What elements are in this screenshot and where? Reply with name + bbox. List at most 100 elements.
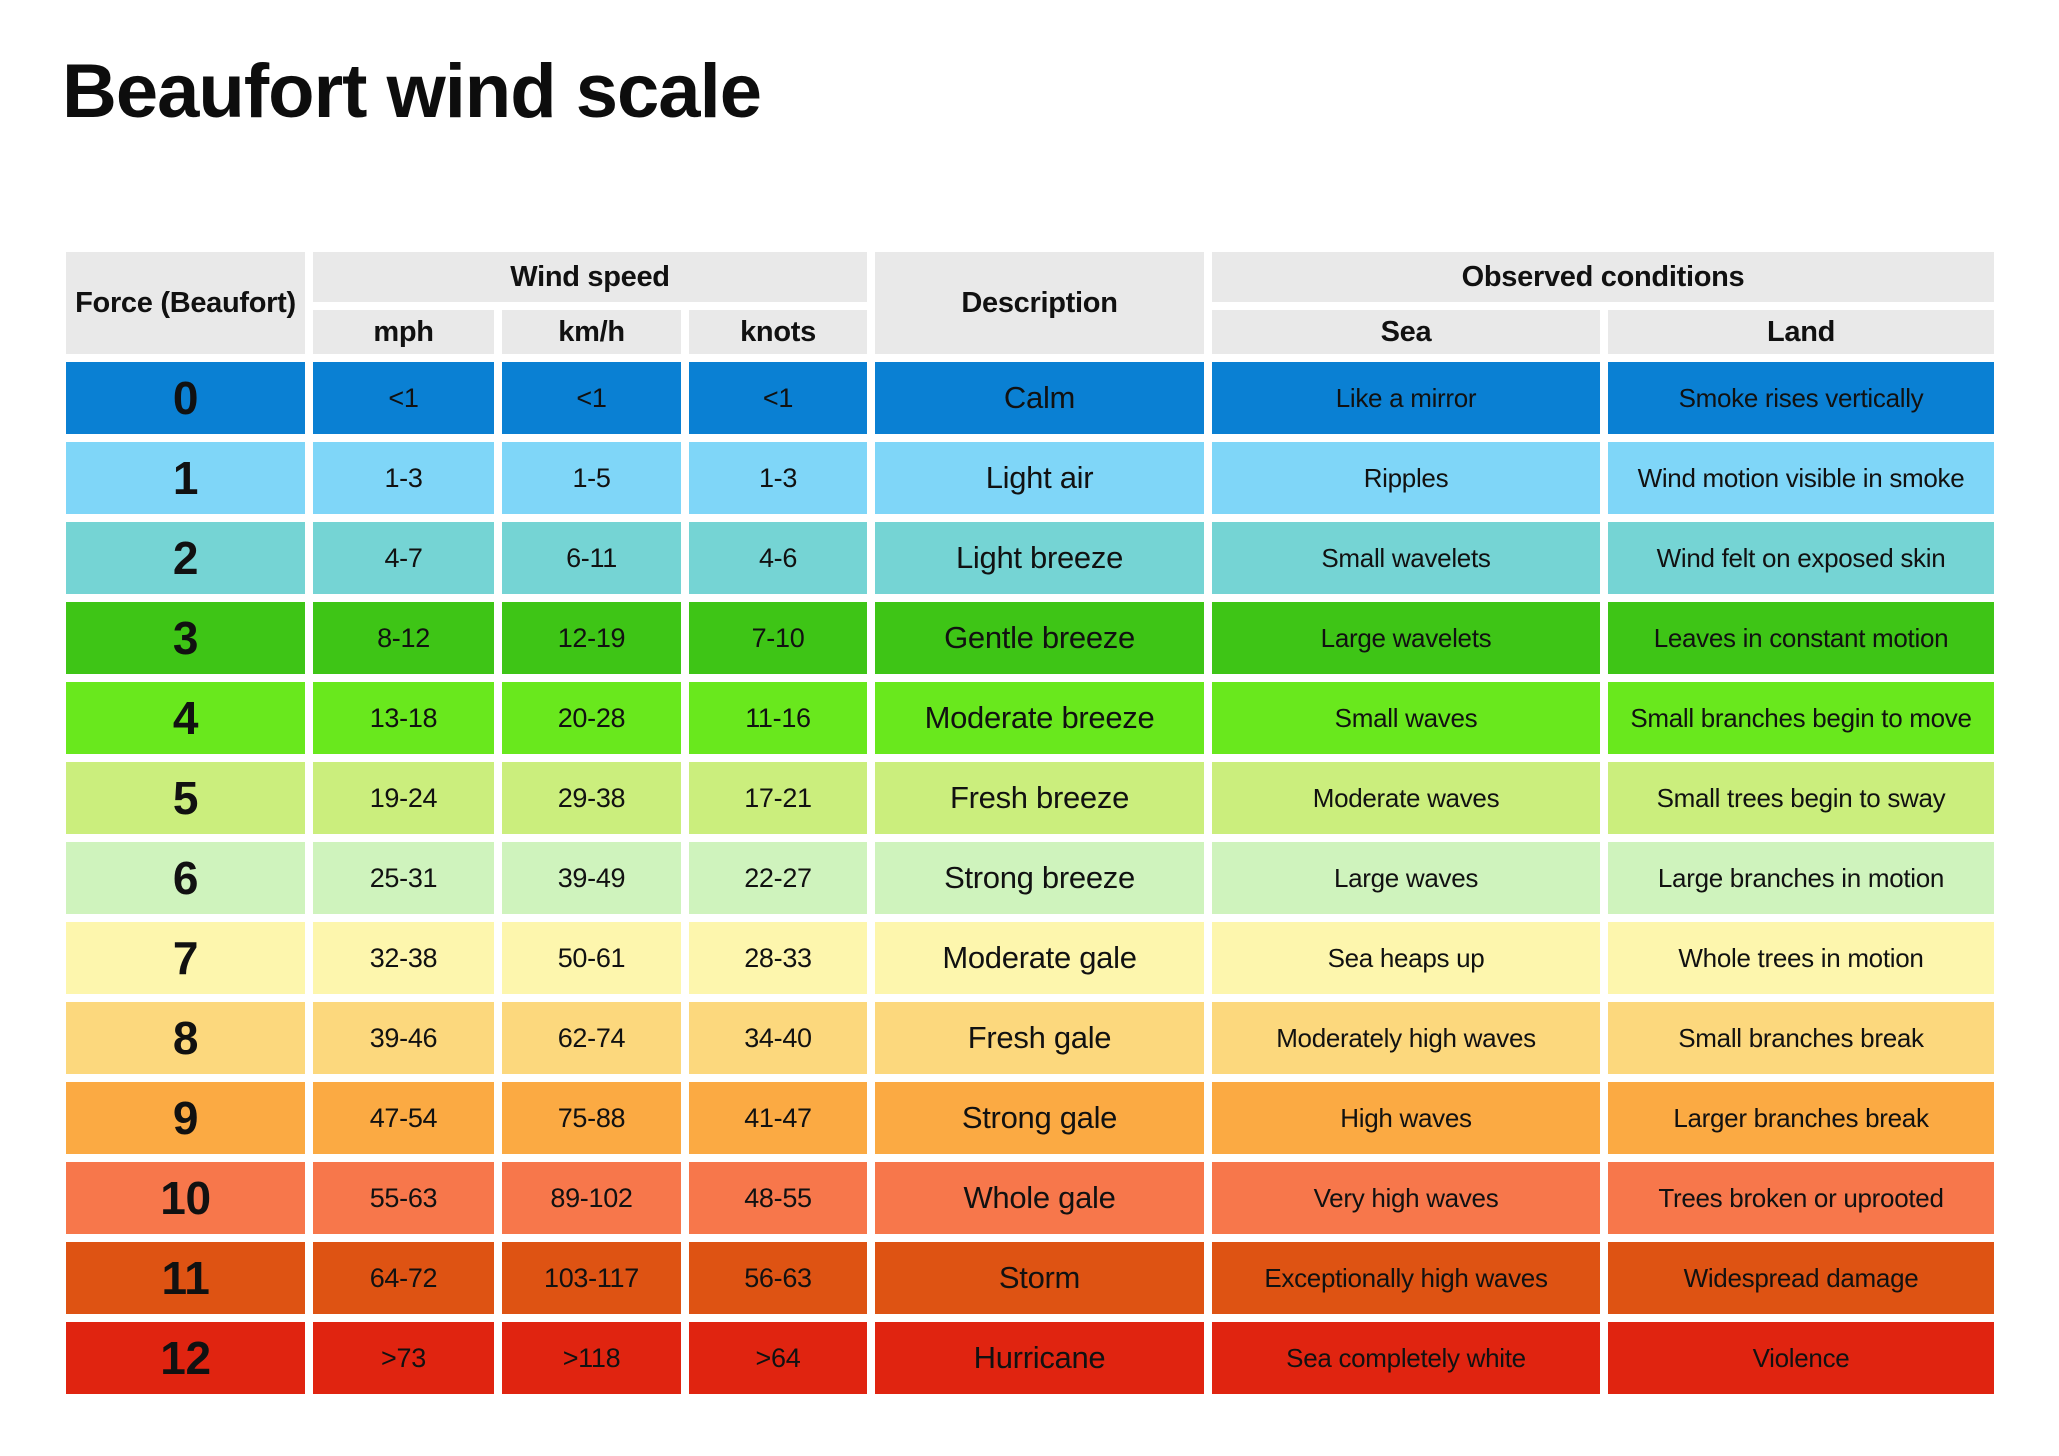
cell-sea: Like a mirror (1212, 362, 1600, 434)
cell-description: Hurricane (875, 1322, 1204, 1394)
cell-land: Leaves in constant motion (1608, 602, 1994, 674)
header-land: Land (1608, 310, 1994, 354)
cell-sea: Small waves (1212, 682, 1600, 754)
cell-description: Light air (875, 442, 1204, 514)
cell-force: 9 (66, 1082, 305, 1154)
cell-land: Violence (1608, 1322, 1994, 1394)
cell-knots: 48-55 (689, 1162, 867, 1234)
cell-kmh: 39-49 (502, 842, 681, 914)
cell-kmh: 20-28 (502, 682, 681, 754)
cell-mph: 19-24 (313, 762, 494, 834)
cell-description: Strong gale (875, 1082, 1204, 1154)
cell-kmh: 6-11 (502, 522, 681, 594)
cell-sea: High waves (1212, 1082, 1600, 1154)
cell-sea: Large waves (1212, 842, 1600, 914)
cell-force: 12 (66, 1322, 305, 1394)
cell-knots: 34-40 (689, 1002, 867, 1074)
cell-kmh: 103-117 (502, 1242, 681, 1314)
cell-kmh: <1 (502, 362, 681, 434)
cell-land: Widespread damage (1608, 1242, 1994, 1314)
cell-sea: Small wavelets (1212, 522, 1600, 594)
cell-land: Wind motion visible in smoke (1608, 442, 1994, 514)
cell-kmh: 12-19 (502, 602, 681, 674)
cell-mph: 55-63 (313, 1162, 494, 1234)
cell-description: Fresh breeze (875, 762, 1204, 834)
cell-kmh: 1-5 (502, 442, 681, 514)
cell-kmh: 75-88 (502, 1082, 681, 1154)
cell-sea: Exceptionally high waves (1212, 1242, 1600, 1314)
cell-force: 4 (66, 682, 305, 754)
cell-knots: 4-6 (689, 522, 867, 594)
cell-description: Moderate breeze (875, 682, 1204, 754)
cell-mph: 64-72 (313, 1242, 494, 1314)
header-description: Description (875, 252, 1204, 354)
cell-knots: 41-47 (689, 1082, 867, 1154)
cell-mph: 1-3 (313, 442, 494, 514)
cell-force: 10 (66, 1162, 305, 1234)
cell-land: Smoke rises vertically (1608, 362, 1994, 434)
cell-description: Calm (875, 362, 1204, 434)
cell-knots: 28-33 (689, 922, 867, 994)
cell-mph: 25-31 (313, 842, 494, 914)
header-kmh: km/h (502, 310, 681, 354)
cell-force: 6 (66, 842, 305, 914)
cell-land: Small branches begin to move (1608, 682, 1994, 754)
header-wind-speed-group: Wind speed (313, 252, 867, 302)
cell-force: 8 (66, 1002, 305, 1074)
cell-mph: 13-18 (313, 682, 494, 754)
cell-force: 3 (66, 602, 305, 674)
cell-description: Strong breeze (875, 842, 1204, 914)
header-sea: Sea (1212, 310, 1600, 354)
cell-sea: Moderate waves (1212, 762, 1600, 834)
cell-force: 7 (66, 922, 305, 994)
cell-knots: 17-21 (689, 762, 867, 834)
cell-description: Fresh gale (875, 1002, 1204, 1074)
cell-land: Larger branches break (1608, 1082, 1994, 1154)
cell-description: Gentle breeze (875, 602, 1204, 674)
cell-knots: 7-10 (689, 602, 867, 674)
cell-mph: 4-7 (313, 522, 494, 594)
cell-land: Small branches break (1608, 1002, 1994, 1074)
header-observed-conditions: Observed conditions (1212, 252, 1994, 302)
cell-land: Small trees begin to sway (1608, 762, 1994, 834)
cell-force: 2 (66, 522, 305, 594)
beaufort-table: Force (Beaufort) Wind speed Description … (66, 252, 1994, 1394)
cell-mph: 39-46 (313, 1002, 494, 1074)
header-mph: mph (313, 310, 494, 354)
cell-description: Light breeze (875, 522, 1204, 594)
cell-force: 0 (66, 362, 305, 434)
cell-knots: 56-63 (689, 1242, 867, 1314)
cell-knots: <1 (689, 362, 867, 434)
cell-mph: 8-12 (313, 602, 494, 674)
cell-force: 5 (66, 762, 305, 834)
cell-mph: <1 (313, 362, 494, 434)
cell-knots: >64 (689, 1322, 867, 1394)
cell-kmh: 89-102 (502, 1162, 681, 1234)
cell-description: Whole gale (875, 1162, 1204, 1234)
cell-description: Storm (875, 1242, 1204, 1314)
cell-knots: 22-27 (689, 842, 867, 914)
header-force: Force (Beaufort) (66, 252, 305, 354)
cell-sea: Large wavelets (1212, 602, 1600, 674)
cell-kmh: >118 (502, 1322, 681, 1394)
cell-land: Wind felt on exposed skin (1608, 522, 1994, 594)
cell-sea: Moderately high waves (1212, 1002, 1600, 1074)
cell-land: Whole trees in motion (1608, 922, 1994, 994)
cell-kmh: 29-38 (502, 762, 681, 834)
cell-sea: Very high waves (1212, 1162, 1600, 1234)
cell-knots: 1-3 (689, 442, 867, 514)
cell-description: Moderate gale (875, 922, 1204, 994)
cell-kmh: 62-74 (502, 1002, 681, 1074)
cell-mph: >73 (313, 1322, 494, 1394)
cell-land: Large branches in motion (1608, 842, 1994, 914)
header-knots: knots (689, 310, 867, 354)
cell-mph: 32-38 (313, 922, 494, 994)
cell-sea: Ripples (1212, 442, 1600, 514)
cell-force: 1 (66, 442, 305, 514)
cell-land: Trees broken or uprooted (1608, 1162, 1994, 1234)
cell-force: 11 (66, 1242, 305, 1314)
cell-sea: Sea heaps up (1212, 922, 1600, 994)
cell-mph: 47-54 (313, 1082, 494, 1154)
page-title: Beaufort wind scale (62, 49, 762, 134)
